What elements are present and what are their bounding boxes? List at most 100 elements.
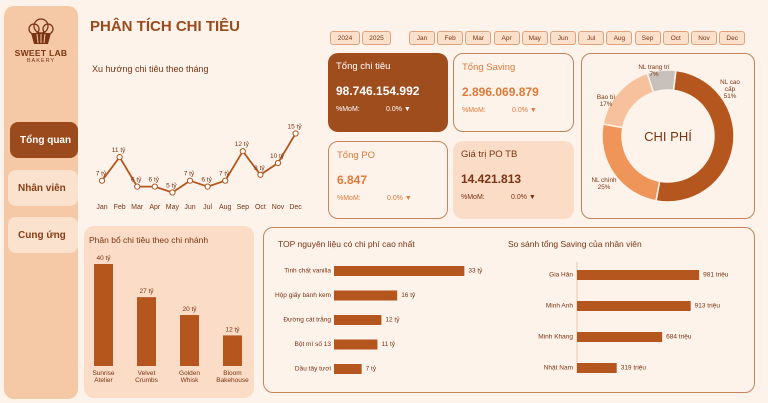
nav-staff[interactable]: Nhân viên — [8, 170, 78, 206]
kpi-total-saving-mom-label: %MoM: — [462, 107, 486, 114]
trend-x-tick: Sep — [237, 204, 250, 211]
donut-slice-label: NL cao cấp 51% — [720, 79, 740, 100]
trend-data-label: 5 tỷ — [166, 183, 177, 190]
trend-x-tick: Apr — [149, 204, 161, 211]
material-bar — [334, 364, 362, 374]
branch-x-tick: Velvet Crumbs — [135, 370, 159, 384]
trend-x-tick: Aug — [219, 204, 232, 211]
donut-slice-label: Bao bì 17% — [597, 94, 615, 108]
trend-x-tick: Nov — [272, 204, 285, 211]
month-jun-button[interactable]: Jun — [550, 31, 576, 45]
month-dec-button[interactable]: Dec — [719, 31, 746, 45]
material-bar — [334, 339, 378, 350]
month-aug-button[interactable]: Aug — [606, 31, 633, 45]
material-tick: Đường cát trắng — [283, 315, 331, 324]
branch-bar — [137, 297, 156, 366]
kpi-total-spend-mom-label: %MoM: — [336, 106, 360, 113]
month-jan-button[interactable]: Jan — [409, 31, 435, 45]
kpi-total-spend-label: Tổng chi tiêu — [336, 61, 391, 72]
trend-point — [116, 154, 123, 161]
month-may-button[interactable]: May — [521, 31, 548, 45]
trend-x-tick: Oct — [255, 204, 266, 211]
material-tick: Bột mì số 13 — [295, 339, 332, 348]
trend-x-tick: Mar — [131, 204, 144, 211]
material-bar — [334, 266, 465, 276]
kpi-total-po-mom-label: %MoM: — [337, 195, 361, 202]
kpi-total-spend: Tổng chi tiêu 98.746.154.992 %MoM: 0.0% … — [328, 53, 448, 132]
saving-bar — [577, 301, 691, 311]
top-material-title: TOP nguyên liệu có chi phí cao nhất — [278, 239, 415, 249]
saving-data-label: 981 triệu — [703, 272, 729, 279]
month-feb-button[interactable]: Feb — [437, 31, 464, 45]
kpi-total-spend-mom-value: 0.0% ▼ — [386, 106, 411, 113]
branch-x-tick: Sunrise Atelier — [92, 370, 114, 384]
saving-tick: Minh Anh — [546, 303, 573, 310]
donut-slice-label: NL chính 25% — [592, 177, 617, 191]
trend-point — [222, 177, 229, 184]
material-data-label: 16 tỷ — [401, 292, 416, 299]
year-2024-button[interactable]: 2024 — [330, 31, 360, 45]
nav-supply[interactable]: Cung ứng — [8, 217, 78, 253]
trend-x-tick: Feb — [114, 204, 126, 211]
kpi-total-saving-mom-value: 0.0% ▼ — [512, 107, 537, 114]
saving-tick: Gia Hân — [549, 272, 573, 279]
trend-x-tick: Jul — [203, 204, 212, 211]
brand-name: SWEET LAB — [14, 48, 68, 58]
month-apr-button[interactable]: Apr — [493, 31, 520, 45]
trend-x-tick: May — [166, 204, 180, 211]
kpi-avg-po-label: Giá trị PO TB — [461, 149, 518, 160]
branch-data-label: 27 tỷ — [139, 288, 154, 295]
trend-data-label: 7 tỷ — [184, 171, 195, 178]
material-tick: Tinh chất vanilla — [284, 266, 331, 275]
brand-sub: BAKERY — [26, 58, 56, 64]
nav-overview[interactable]: Tổng quan — [10, 122, 78, 158]
kpi-avg-po-mom-value: 0.0% ▼ — [511, 194, 536, 201]
ranking-bar-charts: Tinh chất vanilla 33 tỷ Hộp giấy bánh kem 1… — [275, 262, 729, 374]
month-sep-button[interactable]: Sep — [634, 31, 661, 45]
trend-point — [204, 183, 211, 190]
branch-card: Phân bổ chi tiêu theo chi nhánh 40 tỷ Sun… — [84, 226, 254, 398]
material-data-label: 11 tỷ — [381, 341, 395, 348]
branch-bar — [223, 335, 242, 366]
trend-point — [134, 183, 141, 190]
kpi-total-po-label: Tổng PO — [337, 150, 376, 161]
donut-slice — [646, 69, 677, 94]
cost-donut-chart: CHI PHÍ NL cao cấp 51% NL chính 25% Bao bì 17% N… — [592, 64, 740, 203]
trend-point — [257, 171, 264, 178]
trend-point — [151, 183, 158, 190]
month-oct-button[interactable]: Oct — [662, 31, 689, 45]
branch-data-label: 40 tỷ — [96, 255, 111, 262]
material-bar — [334, 315, 382, 325]
kpi-avg-po: Giá trị PO TB 14.421.813 %MoM: 0.0% ▼ — [453, 141, 574, 219]
year-2025-button[interactable]: 2025 — [362, 31, 391, 45]
month-nov-button[interactable]: Nov — [691, 31, 717, 45]
trend-point — [274, 159, 282, 167]
branch-bar — [94, 264, 113, 366]
trend-data-label: 10 tỷ — [270, 153, 285, 160]
trend-title: Xu hướng chi tiêu theo tháng — [92, 64, 209, 74]
branch-x-tick: Bloom Bakehouse — [216, 370, 249, 384]
kpi-total-po: Tổng PO 6.847 %MoM: 0.0% ▼ — [328, 141, 448, 219]
trend-x-tick: Jun — [184, 204, 195, 211]
kpi-total-po-value: 6.847 — [337, 173, 368, 187]
trend-data-label: 12 tỷ — [235, 141, 250, 148]
kpi-total-saving-label: Tổng Saving — [462, 62, 516, 73]
month-jul-button[interactable]: Jul — [578, 31, 605, 45]
branch-data-label: 12 tỷ — [225, 326, 240, 333]
trend-data-label: 6 tỷ — [201, 177, 212, 184]
trend-point — [98, 177, 106, 184]
trend-line-chart: 7 tỷ Jan 11 tỷ Feb 6 tỷ Mar 6 tỷ Apr 5 tỷ May 7 tỷ… — [96, 124, 303, 212]
ranking-card: TOP nguyên liệu có chi phí cao nhất So s… — [263, 227, 755, 393]
page-title: PHÂN TÍCH CHI TIÊU — [90, 18, 240, 35]
material-bar — [334, 290, 398, 301]
cost-donut-card: CHI PHÍ NL cao cấp 51% NL chính 25% Bao bì 17% N… — [581, 53, 755, 219]
month-mar-button[interactable]: Mar — [465, 31, 492, 45]
trend-x-tick: Dec — [289, 204, 302, 211]
kpi-avg-po-value: 14.421.813 — [461, 172, 522, 186]
brand-logo: SWEET LAB BAKERY — [4, 16, 78, 64]
material-data-label: 33 tỷ — [468, 268, 483, 275]
saving-bar — [577, 332, 663, 342]
saving-bar — [577, 363, 617, 373]
saving-bar — [577, 270, 700, 280]
kpi-total-po-mom-value: 0.0% ▼ — [387, 195, 412, 202]
